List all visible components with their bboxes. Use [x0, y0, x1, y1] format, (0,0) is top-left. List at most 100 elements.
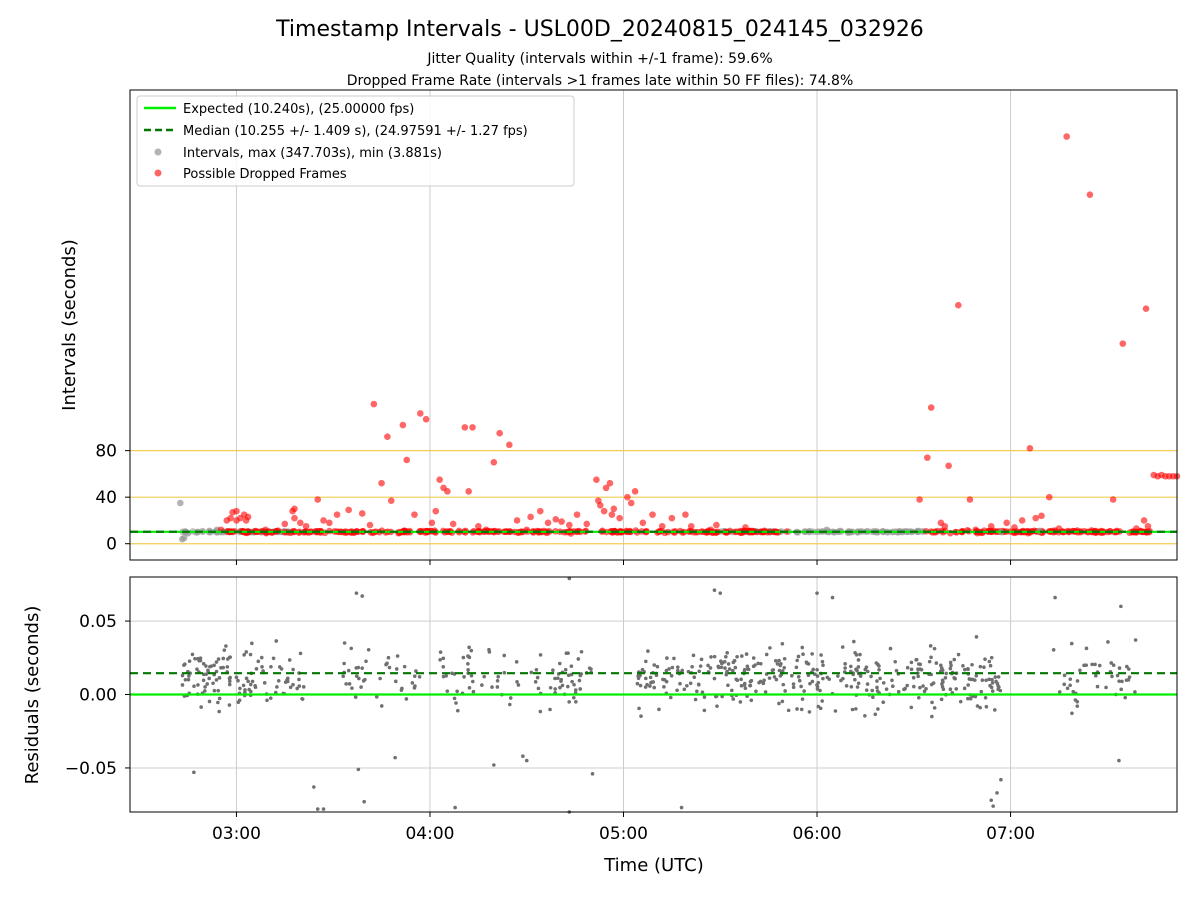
residual-point [360, 594, 365, 598]
residual-point [190, 652, 195, 657]
dropped-frame-point [1055, 525, 1063, 532]
residual-point [806, 673, 811, 678]
residual-point [640, 667, 645, 672]
residual-point [952, 657, 957, 662]
residual-point [791, 682, 796, 686]
residual-point [800, 697, 805, 701]
dropped-frame-point [1032, 514, 1040, 522]
residual-point [212, 688, 217, 693]
dropped-frame-point [281, 520, 289, 528]
residual-point [948, 687, 953, 692]
dropped-frame-point [436, 476, 443, 484]
residual-point [570, 679, 574, 684]
residual-point [905, 665, 910, 670]
residual-point [453, 805, 457, 810]
residual-point [482, 674, 487, 679]
interval-point [177, 499, 184, 507]
intervals-y-tick-label: 80 [95, 442, 117, 462]
residual-point [217, 709, 221, 714]
residual-point [780, 699, 785, 704]
residual-point [548, 685, 553, 690]
residual-point [988, 683, 992, 688]
dropped-frame-point [384, 433, 391, 440]
residual-point [811, 667, 816, 672]
residual-point [567, 700, 571, 704]
residual-point [399, 688, 404, 692]
residual-point [548, 707, 552, 712]
residual-point [858, 652, 862, 657]
residual-point [242, 653, 246, 657]
residual-point [203, 685, 207, 689]
dropped-frame-point [465, 488, 472, 495]
residual-point [884, 687, 889, 691]
residual-point [796, 674, 801, 679]
x-tick-label: 05:00 [599, 824, 648, 844]
residual-point [881, 681, 886, 685]
residual-point [971, 677, 975, 682]
residual-point [795, 658, 799, 663]
residual-point [256, 659, 261, 664]
residual-point [719, 665, 724, 670]
residual-point [1093, 662, 1097, 667]
residual-point [724, 654, 728, 659]
residual-point [993, 675, 998, 679]
residual-point [849, 685, 854, 689]
residual-point [676, 665, 680, 669]
residual-point [905, 683, 909, 688]
residual-point [639, 714, 643, 718]
residual-point [712, 588, 717, 593]
residual-point [911, 675, 916, 680]
residual-point [291, 667, 295, 672]
dropped-frame-point [658, 522, 666, 530]
residual-point [1119, 687, 1123, 692]
dropped-frame-point [987, 522, 995, 530]
residual-point [722, 659, 727, 664]
residual-point [1097, 663, 1102, 668]
residual-point [799, 707, 804, 712]
residual-point [1117, 758, 1121, 763]
residual-point [918, 667, 922, 671]
residual-point [276, 678, 281, 683]
residual-point [695, 689, 699, 694]
residual-point [775, 662, 780, 666]
residual-point [929, 682, 934, 687]
dropped-frame-point [326, 519, 333, 527]
chart-title: Timestamp Intervals - USL00D_20240815_02… [275, 17, 924, 42]
dropped-frame-point [544, 519, 552, 527]
residual-point [567, 576, 572, 581]
dropped-frame-point [583, 520, 591, 528]
residual-point [350, 686, 354, 690]
residual-point [818, 706, 823, 711]
residual-point [978, 664, 983, 669]
residual-point [780, 641, 785, 646]
residual-point [515, 680, 519, 684]
residual-point [939, 663, 943, 668]
residual-point [196, 683, 200, 687]
residual-point [984, 704, 989, 709]
residual-point [1120, 679, 1124, 684]
dropped-frame-point [536, 507, 544, 515]
residual-point [534, 668, 539, 672]
residual-point [712, 676, 717, 681]
residual-point [975, 704, 980, 708]
residual-point [1065, 686, 1070, 691]
dropped-frame-point [1086, 191, 1094, 199]
dropped-frame-point [927, 404, 935, 411]
residual-point [843, 662, 847, 666]
intervals-y-tick-label: 40 [95, 488, 117, 508]
dropped-frame-point [945, 462, 952, 470]
residual-point [1127, 675, 1132, 679]
residual-point [979, 689, 984, 694]
dropped-frame-point [366, 521, 374, 529]
residual-point [815, 674, 820, 678]
legend-box [136, 95, 575, 187]
residual-point [636, 674, 640, 678]
residual-point [450, 671, 454, 676]
residual-point [961, 664, 965, 668]
legend-entry-median: Median (10.255 +/- 1.409 s), (24.97591 +… [183, 124, 528, 139]
residual-point [767, 676, 772, 680]
residual-point [966, 683, 970, 687]
residual-point [259, 655, 264, 660]
residual-point [487, 647, 491, 652]
residual-point [726, 662, 731, 666]
